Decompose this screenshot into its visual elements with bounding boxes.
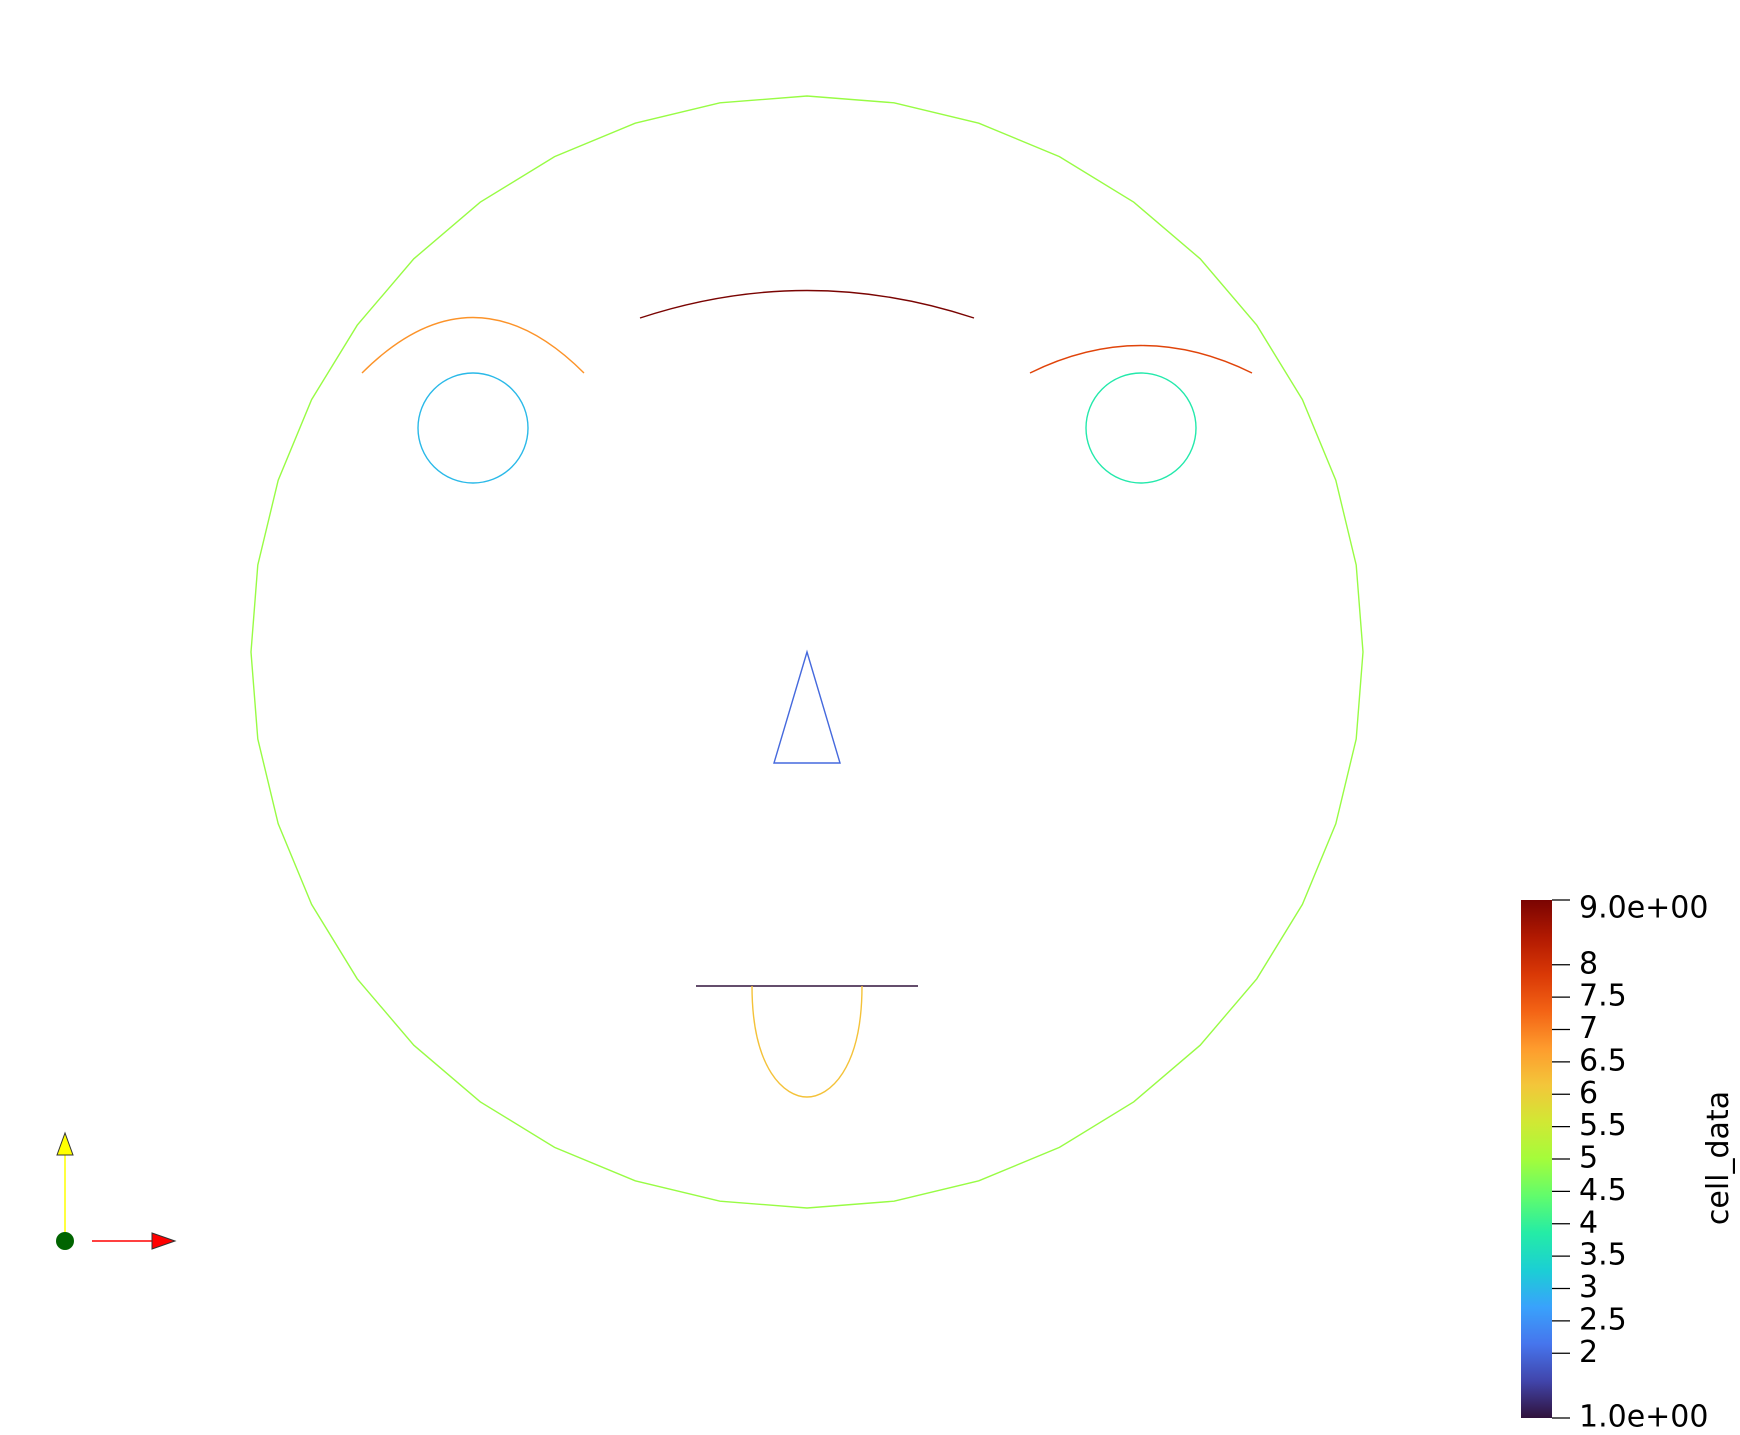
x-axis-arrow-icon xyxy=(151,1232,177,1250)
middle-brow xyxy=(639,289,975,319)
right-eye xyxy=(1085,372,1197,484)
color-bar-tick-label: 2.5 xyxy=(1579,1302,1627,1337)
color-bar-tick-label: 5.5 xyxy=(1579,1108,1627,1143)
color-bar-tick-label: 8 xyxy=(1579,946,1598,981)
color-bar-min-label: 1.0e+00 xyxy=(1579,1400,1708,1435)
z-axis-dot-icon xyxy=(56,1232,74,1250)
orientation-axes-triad xyxy=(56,1131,177,1250)
tongue xyxy=(751,985,863,1098)
color-bar-tick-label: 7.5 xyxy=(1579,979,1627,1014)
color-bar-tick-label: 3.5 xyxy=(1579,1238,1627,1273)
color-bar-tick-label: 3 xyxy=(1579,1270,1598,1305)
scalar-color-bar: 87.576.565.554.543.532.52 9.0e+00 1.0e+0… xyxy=(1521,891,1736,1435)
color-bar-title: cell_data xyxy=(1701,1091,1736,1225)
color-bar-tick-label: 4.5 xyxy=(1579,1173,1627,1208)
y-axis-arrow-icon xyxy=(56,1131,74,1156)
left-eye xyxy=(417,372,529,484)
color-bar-ticks: 87.576.565.554.543.532.52 xyxy=(1552,899,1627,1419)
color-bar-tick-label: 6.5 xyxy=(1579,1043,1627,1078)
right-eyebrow xyxy=(1029,344,1253,374)
color-bar-tick-label: 5 xyxy=(1579,1141,1598,1176)
color-bar-tick-label: 2 xyxy=(1579,1335,1598,1370)
face-outline xyxy=(250,95,1364,1209)
color-bar-max-label: 9.0e+00 xyxy=(1579,891,1708,926)
color-bar-tick-label: 6 xyxy=(1579,1076,1598,1111)
smiley-face-geometry xyxy=(250,95,1364,1209)
nose xyxy=(773,649,841,764)
left-eyebrow xyxy=(361,316,585,374)
color-bar-tick-label: 7 xyxy=(1579,1011,1598,1046)
color-bar-tick-label: 4 xyxy=(1579,1205,1598,1240)
color-bar-gradient xyxy=(1521,900,1552,1418)
